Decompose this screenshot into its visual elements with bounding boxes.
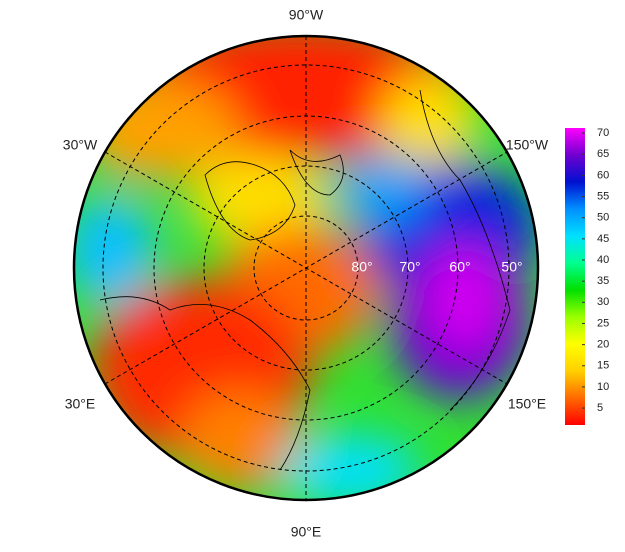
colorbar-label: 70 bbox=[597, 127, 609, 139]
lon-label: 150°E bbox=[508, 396, 546, 412]
colorbar-label: 30 bbox=[597, 296, 609, 308]
lon-label: 90°E bbox=[291, 524, 322, 540]
colorbar-label: 20 bbox=[597, 339, 609, 351]
colorbar-label: 35 bbox=[597, 275, 609, 287]
colorbar-label: 55 bbox=[597, 190, 609, 202]
colorbar-label: 15 bbox=[597, 360, 609, 372]
colorbar-label: 40 bbox=[597, 254, 609, 266]
lon-label: 150°W bbox=[506, 137, 549, 153]
colorbar-label: 65 bbox=[597, 148, 609, 160]
lat-label: 80° bbox=[351, 259, 372, 275]
lon-label: 30°W bbox=[63, 137, 98, 153]
map-border bbox=[72, 34, 540, 502]
lon-label: 30°E bbox=[65, 396, 96, 412]
colorbar bbox=[565, 128, 585, 425]
graticule bbox=[102, 36, 510, 500]
lat-label: 50° bbox=[501, 259, 522, 275]
field bbox=[74, 36, 538, 500]
colorbar-label: 25 bbox=[597, 317, 609, 329]
colorbar-label: 60 bbox=[597, 169, 609, 181]
lat-label: 60° bbox=[449, 259, 470, 275]
colorbar-label: 50 bbox=[597, 212, 609, 224]
colorbar-label: 45 bbox=[597, 233, 609, 245]
colorbar-label: 10 bbox=[597, 381, 609, 393]
lon-label: 90°W bbox=[289, 7, 324, 23]
lat-label: 70° bbox=[399, 259, 420, 275]
colorbar-label: 5 bbox=[597, 402, 603, 414]
